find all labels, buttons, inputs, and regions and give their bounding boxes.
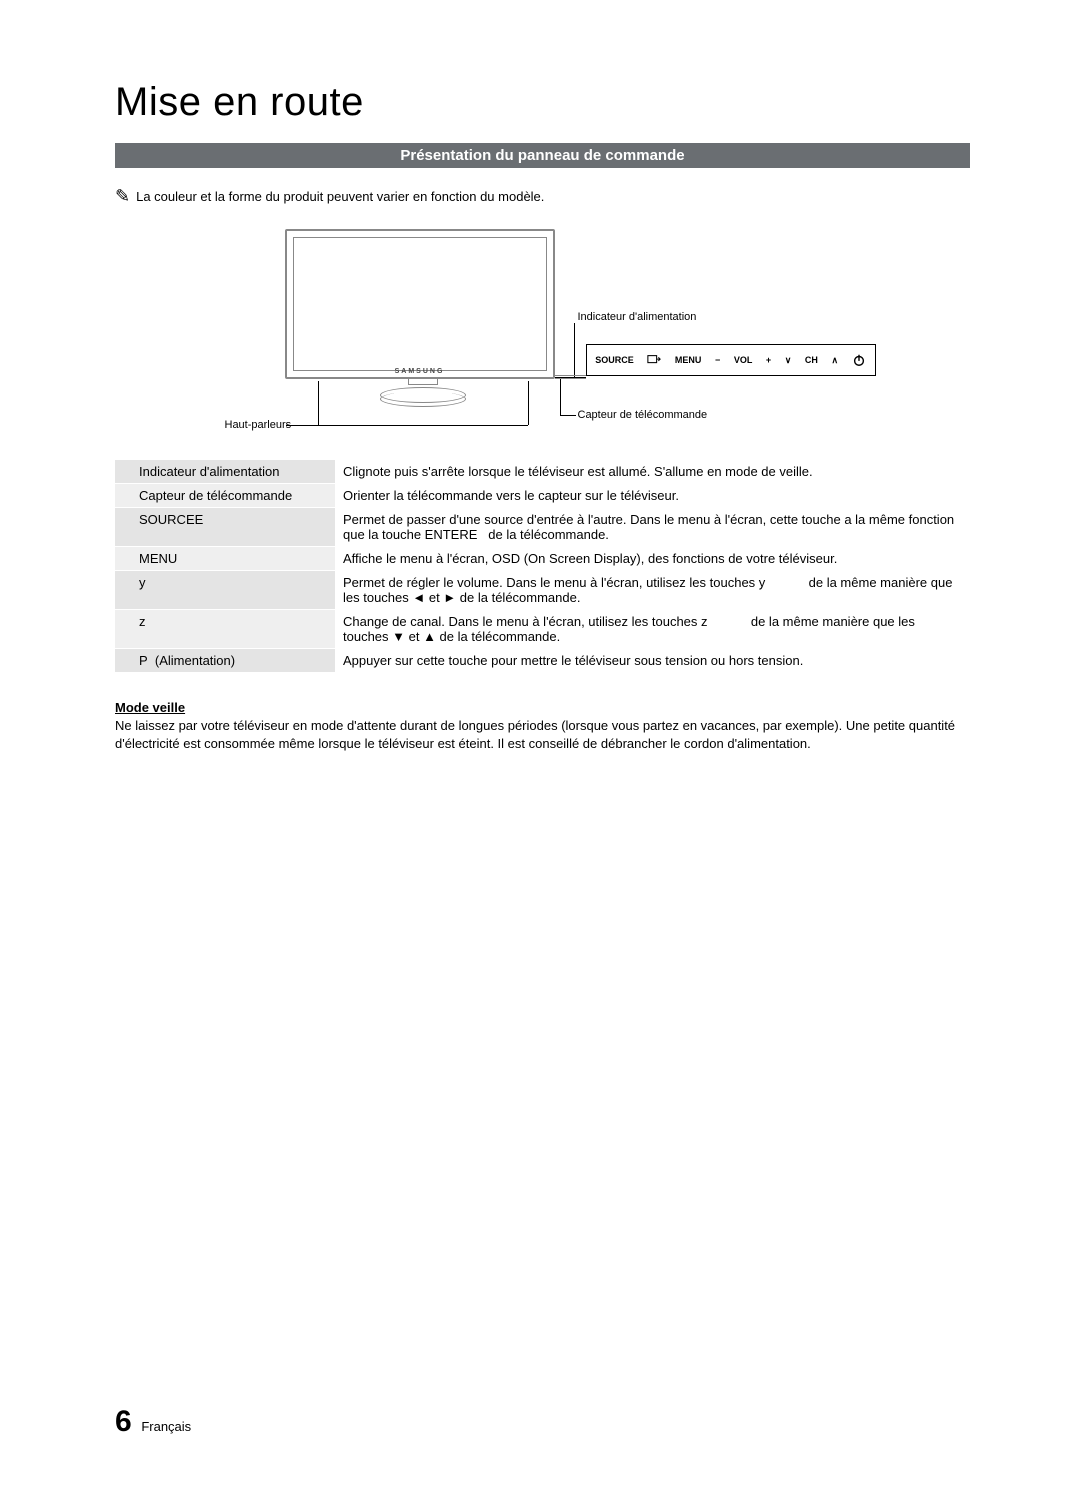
enter-icon <box>647 353 661 367</box>
mode-veille-text: Ne laissez par votre téléviseur en mode … <box>115 717 970 753</box>
table-label-cell: P (Alimentation) <box>115 649 335 673</box>
table-label-cell: z <box>115 610 335 649</box>
panel-vol-plus: + <box>766 355 771 365</box>
table-desc-cell: Change de canal. Dans le menu à l'écran,… <box>335 610 970 649</box>
table-desc-cell: Permet de régler le volume. Dans le menu… <box>335 571 970 610</box>
table-row: P (Alimentation)Appuyer sur cette touche… <box>115 649 970 673</box>
table-label-cell: SOURCEE <box>115 508 335 547</box>
tv-frame: SAMSUNG <box>285 229 555 379</box>
lead-line <box>560 379 561 415</box>
table-label-cell: y <box>115 571 335 610</box>
lead-line <box>528 381 529 425</box>
page-language: Français <box>141 1419 191 1434</box>
panel-ch-down: ∨ <box>785 355 792 366</box>
table-row: yPermet de régler le volume. Dans le men… <box>115 571 970 610</box>
lead-line <box>318 381 319 425</box>
panel-source-label: SOURCE <box>595 355 634 365</box>
table-desc-cell: Orienter la télécommande vers le capteur… <box>335 484 970 508</box>
table-desc-cell: Permet de passer d'une source d'entrée à… <box>335 508 970 547</box>
callout-remote-sensor: Capteur de télécommande <box>578 409 708 421</box>
table-desc-cell: Clignote puis s'arrête lorsque le télévi… <box>335 460 970 484</box>
tv-diagram: SAMSUNG Indicateur d'alimentation Capteu… <box>198 229 888 429</box>
note-text: La couleur et la forme du produit peuven… <box>136 189 544 204</box>
mode-veille-heading: Mode veille <box>115 700 970 715</box>
lead-line <box>574 323 575 377</box>
lead-line <box>318 425 528 426</box>
power-icon <box>852 353 866 367</box>
table-label-cell: MENU <box>115 547 335 571</box>
panel-menu-label: MENU <box>675 355 702 365</box>
panel-ch-up: ∧ <box>831 355 838 366</box>
page-title: Mise en route <box>115 80 970 125</box>
page-number: 6 <box>115 1405 132 1438</box>
panel-vol-label: VOL <box>734 355 753 365</box>
control-panel: SOURCE MENU − VOL + ∨ CH ∧ <box>586 344 876 376</box>
table-row: Indicateur d'alimentationClignote puis s… <box>115 460 970 484</box>
table-desc-cell: Appuyer sur cette touche pour mettre le … <box>335 649 970 673</box>
panel-ch-label: CH <box>805 355 818 365</box>
tv-brand-label: SAMSUNG <box>287 368 553 375</box>
table-label-cell: Indicateur d'alimentation <box>115 460 335 484</box>
tv-stand-neck <box>408 379 438 385</box>
controls-table: Indicateur d'alimentationClignote puis s… <box>115 459 970 672</box>
table-row: Capteur de télécommandeOrienter la téléc… <box>115 484 970 508</box>
table-desc-cell: Affiche le menu à l'écran, OSD (On Scree… <box>335 547 970 571</box>
tv-screen <box>293 237 547 371</box>
note-row: ✎ La couleur et la forme du produit peuv… <box>115 186 970 207</box>
table-row: MENUAffiche le menu à l'écran, OSD (On S… <box>115 547 970 571</box>
tv-stand-base-shadow <box>380 391 466 407</box>
section-header-bar: Présentation du panneau de commande <box>115 143 970 168</box>
table-row: zChange de canal. Dans le menu à l'écran… <box>115 610 970 649</box>
manual-page: Mise en route Présentation du panneau de… <box>0 0 1080 1494</box>
note-icon: ✎ <box>115 186 130 207</box>
panel-vol-minus: − <box>715 355 720 365</box>
table-row: SOURCEEPermet de passer d'une source d'e… <box>115 508 970 547</box>
lead-line <box>286 425 318 426</box>
page-footer: 6 Français <box>115 1405 191 1439</box>
callout-speakers: Haut-parleurs <box>225 419 292 431</box>
table-label-cell: Capteur de télécommande <box>115 484 335 508</box>
callout-power-indicator: Indicateur d'alimentation <box>578 311 697 323</box>
lead-line <box>560 415 576 416</box>
